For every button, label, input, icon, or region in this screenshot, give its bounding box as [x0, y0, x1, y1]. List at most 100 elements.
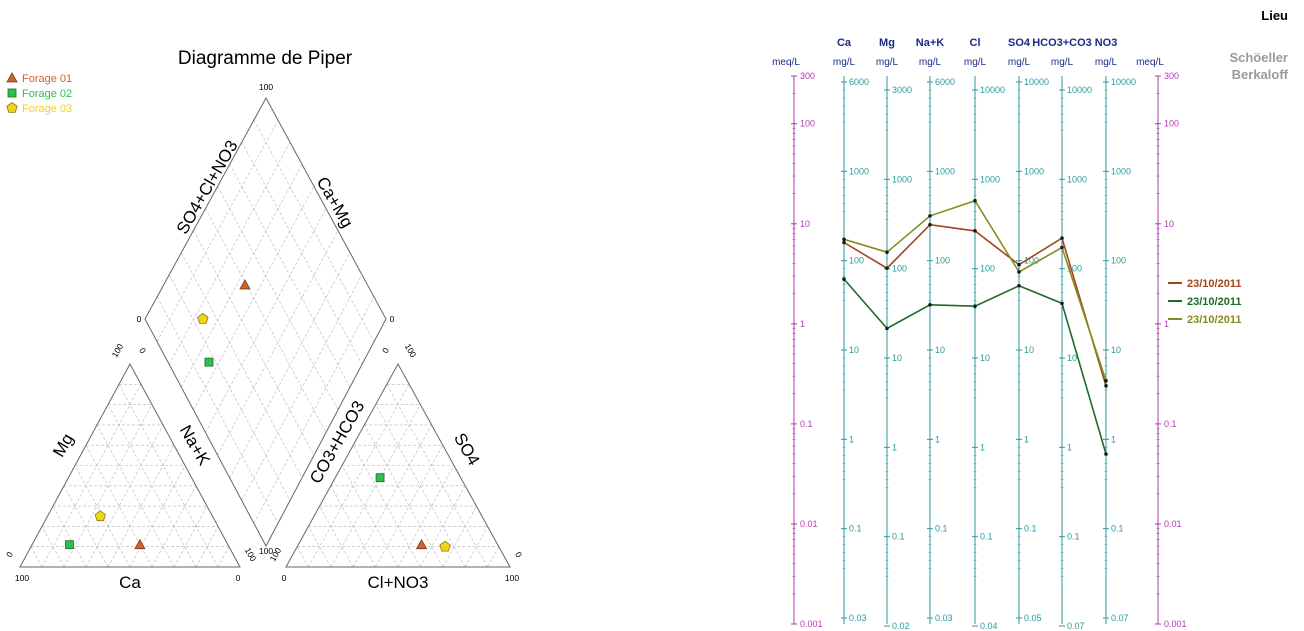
- ion-tick-label: 0.07: [1067, 621, 1085, 631]
- cation-grid-line: [30, 546, 43, 568]
- ion-tick-label: 0.1: [1111, 524, 1124, 534]
- legend-label: 23/10/2011: [1187, 314, 1241, 326]
- diamond-grid-line: [217, 230, 339, 456]
- anion-point: [375, 473, 385, 483]
- ion-tick-label: 1000: [892, 174, 912, 184]
- legend-marker: [7, 88, 17, 98]
- diamond-point: [204, 357, 214, 367]
- cation-grid-line: [129, 465, 186, 568]
- ion-tick-label: 0.02: [892, 621, 910, 631]
- schoeller-point: [1060, 301, 1064, 306]
- ion-tick-label: 0.1: [849, 524, 862, 534]
- tick-label: 0: [282, 573, 287, 583]
- schoeller-point: [885, 326, 889, 331]
- anion-grid-line: [319, 505, 354, 568]
- ion-tick-label: 100: [1067, 264, 1082, 274]
- ion-tick-label: 100: [980, 264, 995, 274]
- ion-tick-label: 10: [935, 345, 945, 355]
- meq-tick-label: 0.001: [1164, 619, 1187, 629]
- ion-unit: mg/L: [919, 57, 942, 68]
- schoeller-point: [1060, 245, 1064, 250]
- ion-name: Na+K: [916, 37, 944, 49]
- meq-tick-label: 300: [800, 71, 815, 81]
- anion-grid-line: [364, 424, 444, 568]
- meq-unit-label: meq/L: [772, 57, 800, 68]
- ion-tick-label: 1: [1067, 442, 1072, 452]
- meq-tick-label: 0.1: [800, 419, 813, 429]
- cation-grid-line: [85, 424, 164, 568]
- diamond-point: [239, 279, 251, 290]
- cation-point: [94, 510, 106, 522]
- schoeller-point: [1104, 378, 1108, 383]
- schoeller-point: [1104, 384, 1108, 388]
- tick-label: 100: [403, 342, 419, 360]
- diamond-point: [197, 313, 209, 324]
- ion-tick-label: 1: [1111, 434, 1116, 444]
- legend-marker: [6, 72, 18, 83]
- diamond-grid-line: [205, 208, 327, 433]
- anion-triangle: [285, 362, 511, 568]
- meq-tick-label: 1: [1164, 319, 1169, 329]
- anion-grid-line: [397, 465, 455, 568]
- legend-label: Forage 01: [22, 73, 72, 85]
- axis-label-cl-no3: Cl+NO3: [368, 573, 429, 592]
- tick-label: 100: [110, 342, 126, 360]
- tick-label: 0: [137, 314, 142, 324]
- cation-grid-line: [63, 404, 153, 568]
- schoeller-point: [842, 277, 846, 281]
- anion-grid-line: [386, 384, 488, 568]
- cation-point: [134, 538, 146, 550]
- ion-name: SO4: [1008, 37, 1031, 49]
- diamond-grid-line: [229, 252, 351, 479]
- ion-tick-label: 6000: [935, 77, 955, 87]
- ion-tick-label: 1: [1024, 434, 1029, 444]
- tick-label: 100: [259, 82, 273, 92]
- schoeller-point: [973, 304, 977, 309]
- legend-label: Forage 02: [22, 88, 72, 100]
- ion-tick-label: 10000: [1024, 77, 1049, 87]
- schoeller-point: [928, 302, 932, 307]
- meq-tick-label: 0.001: [800, 619, 823, 629]
- anion-grid-line: [308, 526, 332, 568]
- legend-marker: [6, 102, 18, 113]
- diamond-grid-line: [156, 296, 279, 524]
- ion-tick-label: 100: [1024, 256, 1039, 266]
- diamond-grid-line: [168, 274, 291, 501]
- ion-tick-label: 1: [935, 434, 940, 444]
- anion-grid-line: [442, 505, 477, 568]
- schoeller-point: [842, 240, 846, 245]
- schoeller-lines: [842, 198, 1108, 456]
- axis-label-ca: Ca: [119, 573, 141, 592]
- diamond-grid-line: [241, 274, 363, 501]
- anion-point: [439, 540, 451, 552]
- cation-point: [65, 540, 74, 550]
- meq-tick-label: 0.1: [1164, 419, 1177, 429]
- ion-tick-label: 1: [892, 442, 897, 452]
- schoeller-subtitle-2: Berkaloff: [1232, 67, 1289, 82]
- tick-label: 0: [137, 346, 148, 355]
- ion-tick-label: 6000: [849, 77, 869, 87]
- schoeller-subtitle-1: Schöeller: [1229, 50, 1288, 65]
- schoeller-point: [928, 222, 932, 227]
- ion-tick-label: 1000: [849, 166, 869, 176]
- cation-grid-line: [96, 424, 175, 568]
- anion-grid-line: [330, 404, 421, 568]
- ion-tick-label: 10000: [980, 85, 1005, 95]
- ion-name: NO3: [1095, 37, 1118, 49]
- schoeller-point: [973, 229, 977, 233]
- axis-label-na-k: Na+K: [176, 422, 214, 469]
- ion-tick-label: 0.1: [1067, 532, 1080, 542]
- meq-tick-label: 100: [800, 119, 815, 129]
- cation-grid-line: [217, 546, 230, 568]
- piper-frames: [19, 96, 511, 568]
- anion-grid-line: [487, 546, 500, 568]
- tick-label: 100: [243, 546, 259, 564]
- legend-label: Forage 03: [22, 103, 72, 115]
- diamond-grid-line: [217, 186, 339, 410]
- meq-tick-label: 300: [1164, 71, 1179, 81]
- ion-unit: mg/L: [1095, 57, 1118, 68]
- ion-name: Cl: [970, 37, 981, 49]
- ion-tick-label: 1: [980, 442, 985, 452]
